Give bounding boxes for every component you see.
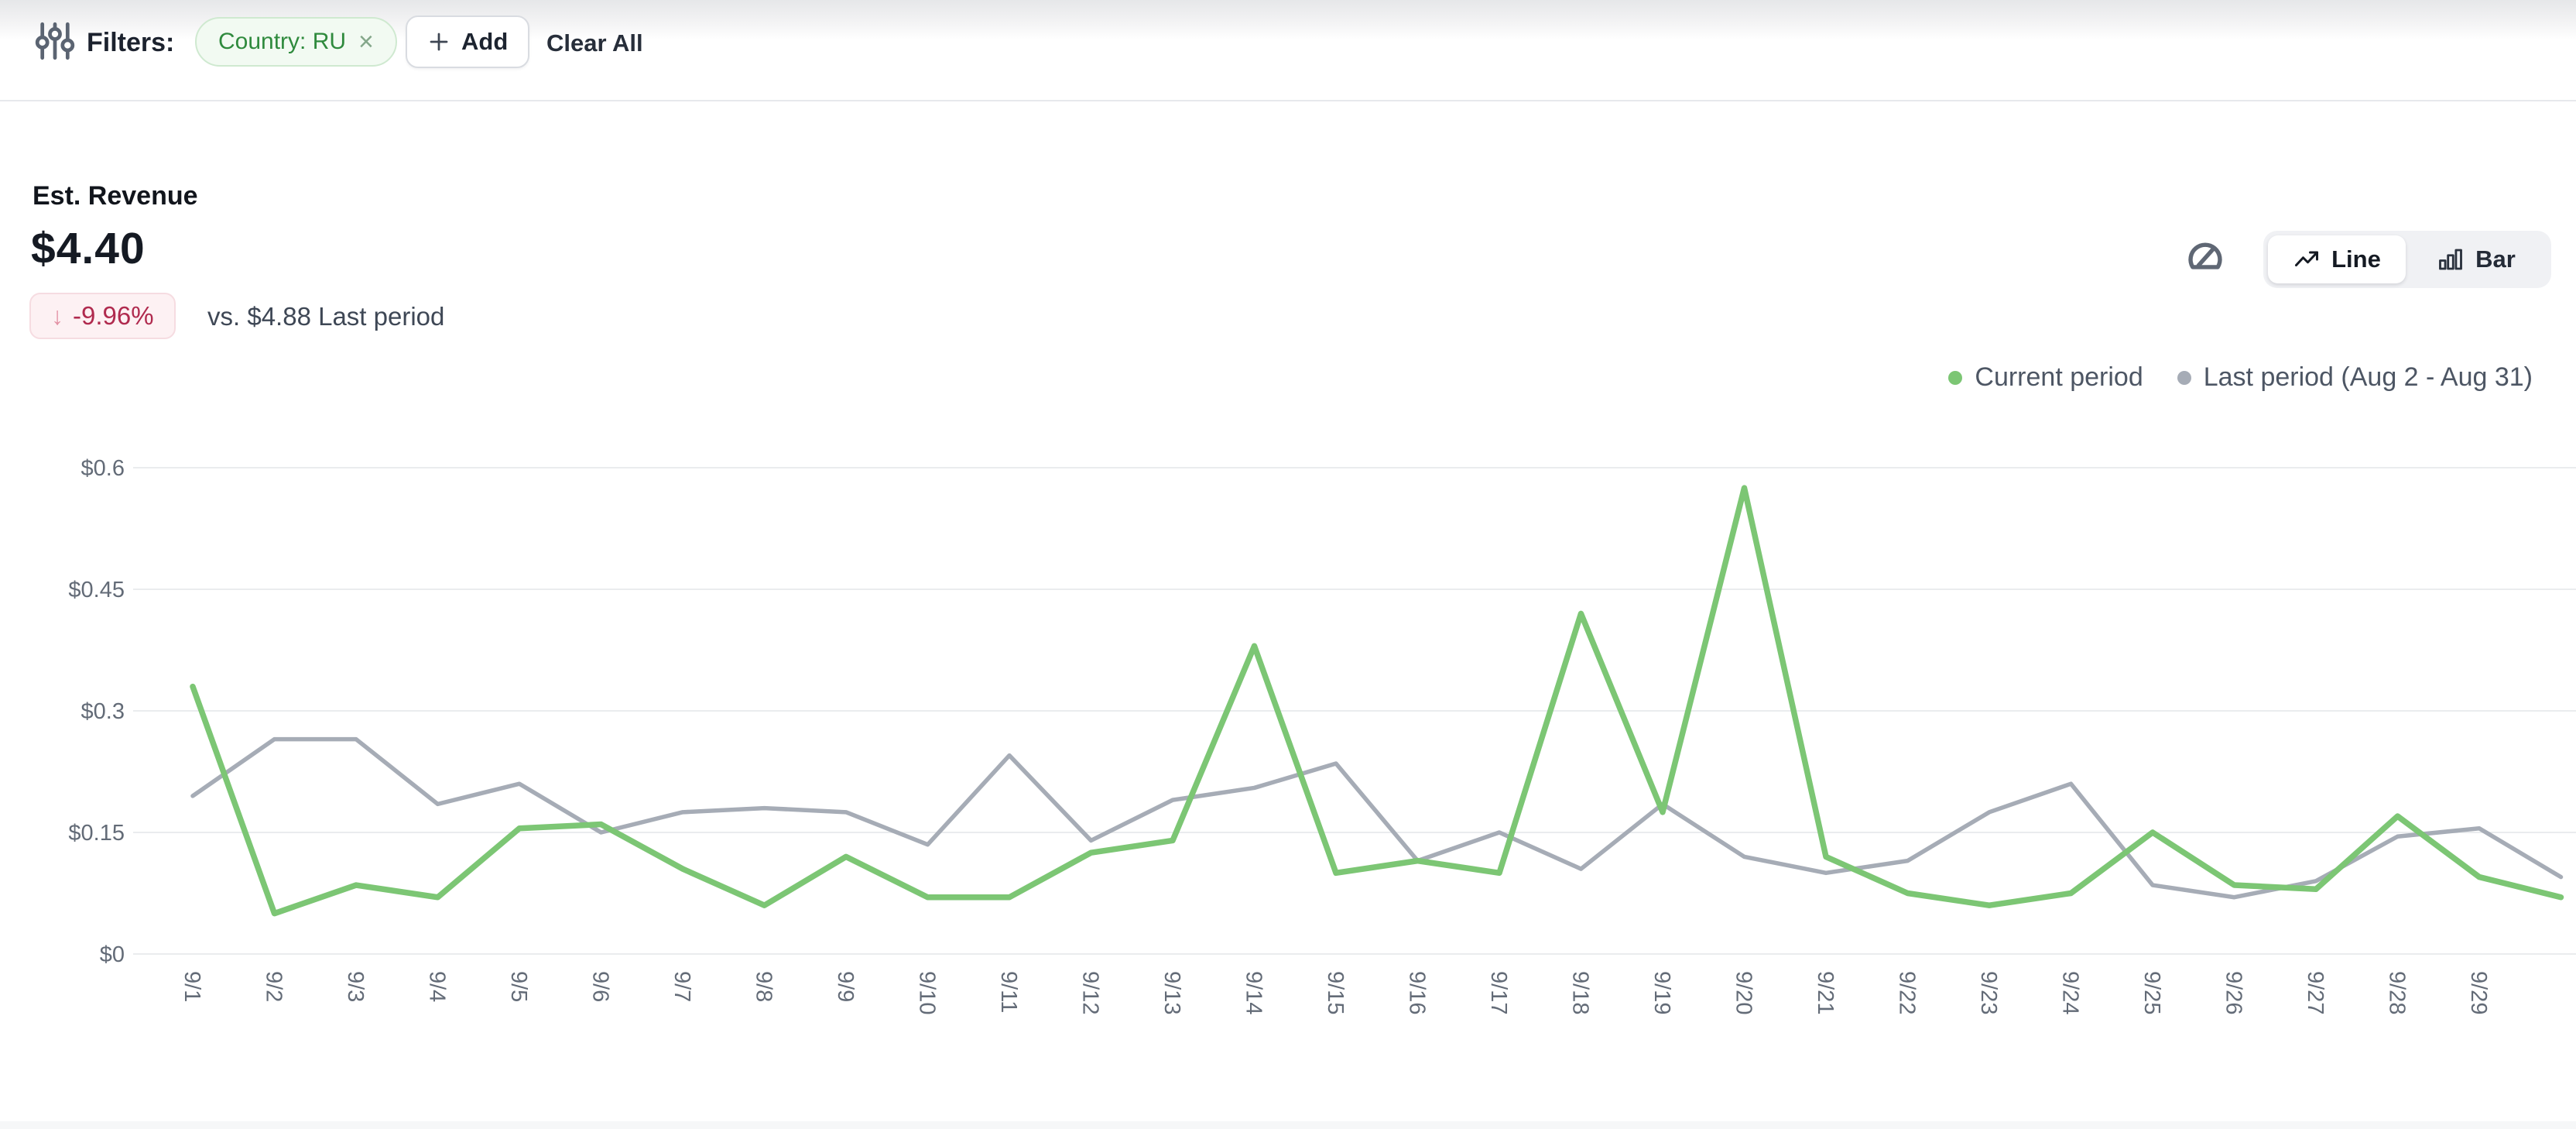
add-button-label: Add <box>461 28 509 55</box>
y-axis-tick-label: $0.6 <box>81 456 125 481</box>
filter-sliders-icon <box>35 22 75 60</box>
toggle-line-label: Line <box>2331 245 2381 273</box>
x-axis-tick-label: 9/6 <box>588 971 613 1002</box>
x-axis-tick-label: 9/5 <box>506 971 531 1002</box>
x-axis-tick-label: 9/22 <box>1895 971 1920 1014</box>
x-axis-tick-label: 9/16 <box>1405 971 1430 1014</box>
chip-close-icon[interactable]: × <box>358 27 374 57</box>
x-axis-tick-label: 9/3 <box>343 971 368 1002</box>
legend-item-last[interactable]: Last period (Aug 2 - Aug 31) <box>2177 362 2533 393</box>
series-line-current <box>190 485 2564 917</box>
header-divider <box>0 100 2576 101</box>
filter-chip-country[interactable]: Country: RU × <box>195 17 397 67</box>
bar-chart-icon <box>2439 249 2463 270</box>
plus-icon <box>430 33 448 51</box>
add-filter-button[interactable]: Add <box>406 15 530 68</box>
delta-value: -9.96% <box>73 301 154 330</box>
y-axis-tick-label: $0.45 <box>68 578 125 602</box>
legend-dot-current <box>1948 370 1963 385</box>
comparison-text: vs. $4.88 Last period <box>207 302 445 331</box>
x-axis-tick-label: 9/28 <box>2385 971 2410 1014</box>
speedometer-icon <box>2188 242 2222 269</box>
x-axis-tick-label: 9/1 <box>180 971 204 1002</box>
x-axis-tick-label: 9/4 <box>425 971 450 1002</box>
x-axis-tick-label: 9/18 <box>1568 971 1593 1014</box>
legend-dot-last <box>2177 370 2191 385</box>
filter-bar: Filters: Country: RU × Add Clear All <box>0 0 2576 85</box>
x-axis-tick-label: 9/19 <box>1649 971 1674 1014</box>
chart-legend: Current period Last period (Aug 2 - Aug … <box>1948 362 2533 393</box>
y-axis-tick-label: $0.15 <box>68 821 125 846</box>
x-axis-tick-label: 9/9 <box>833 971 858 1002</box>
x-axis-tick-label: 9/2 <box>262 971 286 1002</box>
toggle-bar[interactable]: Bar <box>2406 235 2547 283</box>
x-axis-tick-label: 9/12 <box>1078 971 1103 1014</box>
series-line-last <box>190 736 2564 900</box>
metric-value: $4.40 <box>31 224 146 273</box>
x-axis-tick-label: 9/11 <box>996 971 1021 1013</box>
x-axis-tick-label: 9/27 <box>2303 971 2328 1014</box>
x-axis-tick-label: 9/13 <box>1160 971 1184 1014</box>
clear-all-button[interactable]: Clear All <box>546 29 643 57</box>
y-axis-tick-label: $0.3 <box>81 699 125 724</box>
delta-badge: ↓ -9.96% <box>29 293 176 339</box>
legend-label-last: Last period (Aug 2 - Aug 31) <box>2203 362 2533 392</box>
filters-label: Filters: <box>87 28 175 57</box>
x-axis-tick-label: 9/21 <box>1813 971 1838 1014</box>
x-axis-tick-label: 9/26 <box>2221 971 2246 1014</box>
metric-title: Est. Revenue <box>33 181 198 211</box>
x-axis-tick-label: 9/8 <box>752 971 776 1002</box>
x-axis-tick-label: 9/10 <box>915 971 940 1014</box>
x-axis-tick-label: 9/25 <box>2139 971 2164 1014</box>
x-axis-tick-label: 9/14 <box>1242 971 1266 1014</box>
x-axis-tick-label: 9/29 <box>2466 971 2491 1014</box>
legend-item-current[interactable]: Current period <box>1948 362 2143 393</box>
x-axis-tick-label: 9/24 <box>2058 971 2083 1014</box>
chart-type-toggle: Line Bar <box>2263 231 2551 288</box>
filter-chip-label: Country: RU <box>218 29 347 54</box>
x-axis-tick-label: 9/15 <box>1323 971 1348 1014</box>
toggle-bar-label: Bar <box>2475 245 2516 273</box>
x-axis-tick-label: 9/20 <box>1732 971 1756 1014</box>
toggle-line[interactable]: Line <box>2268 235 2406 283</box>
gauge-button[interactable] <box>2181 234 2229 282</box>
x-axis-tick-label: 9/7 <box>670 971 694 1002</box>
x-axis-tick-label: 9/17 <box>1486 971 1511 1014</box>
trend-down-arrow-icon: ↓ <box>51 301 63 330</box>
x-axis-tick-label: 9/23 <box>1976 971 2001 1014</box>
line-chart-icon <box>2295 251 2319 266</box>
legend-label-current: Current period <box>1975 362 2143 392</box>
y-axis-tick-label: $0 <box>100 942 125 967</box>
bottom-divider <box>0 1121 2576 1129</box>
